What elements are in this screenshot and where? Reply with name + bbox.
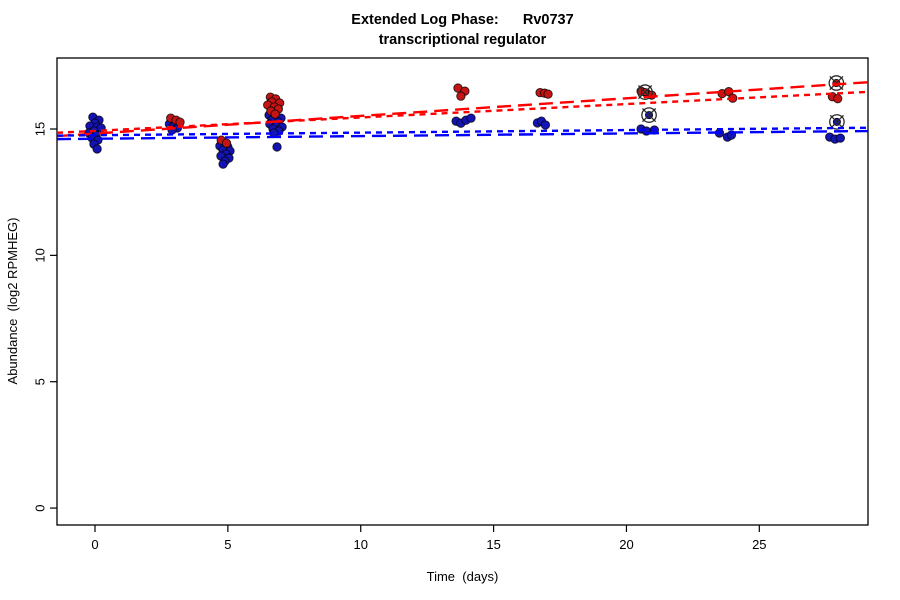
y-axis-tick-label: 0 [33,504,48,511]
y-axis-tick-label: 5 [33,378,48,385]
outlier-circle-icon [641,107,657,123]
x-axis-tick-label: 10 [353,537,367,552]
data-point-red [456,91,466,101]
y-axis-tick-label: 15 [33,122,48,136]
x-axis-label: Time (days) [426,569,499,584]
outlier-circle-icon [637,84,653,100]
data-point-blue [272,142,282,152]
outlier-cross-icon [637,85,653,100]
data-point-red [543,89,553,99]
data-point-blue [218,159,228,169]
chart-title-line2: transcriptional regulator [378,32,547,48]
chart-title-line1: Extended Log Phase: Rv0737 [351,12,574,28]
x-axis-tick-label: 5 [224,537,231,552]
trend-line-red-long-dash [56,81,869,138]
plot-box [56,57,869,526]
x-axis-tick-label: 15 [486,537,500,552]
data-point-blue [466,113,476,123]
x-axis-tick-label: 20 [619,537,633,552]
data-point-blue [540,120,551,130]
x-axis-tick-label: 0 [91,537,98,552]
data-point-red [833,94,843,104]
data-point-blue [92,144,102,154]
y-axis-tick-label: 10 [33,248,48,262]
x-axis-tick-label: 25 [752,537,766,552]
outlier-cross-icon [641,108,657,123]
outlier-cross-icon [829,75,844,91]
trend-line-blue-long-dash [56,129,869,141]
outlier-cross-icon [829,114,844,129]
outlier-circle-icon [829,114,845,130]
data-point-red [175,117,185,127]
data-point-red [270,109,280,119]
data-point-red [221,138,232,148]
trend-line-blue-short-dash [56,126,869,137]
data-point-blue [835,133,846,143]
